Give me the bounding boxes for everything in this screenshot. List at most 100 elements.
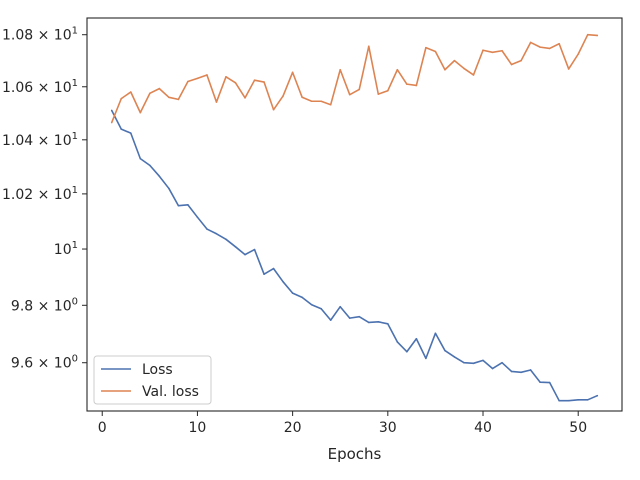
data-point (301, 96, 303, 99)
data-point (158, 175, 161, 177)
data-point (310, 303, 313, 306)
data-point (453, 356, 456, 358)
data-point (586, 399, 589, 401)
axis-ticks: 0 10 20 30 40 50 9.6 × 100 9.8 × 100 101 1.02 × 1… (2, 26, 587, 436)
data-point (491, 367, 494, 370)
data-point (548, 47, 551, 50)
data-point (272, 108, 275, 111)
y-tick-label: 101 (54, 240, 78, 258)
data-point (348, 93, 351, 96)
legend-label-loss: Loss (142, 362, 173, 378)
data-point (301, 296, 303, 299)
data-point (253, 79, 256, 82)
x-tick-label: 30 (379, 420, 397, 436)
series-line-val-loss (110, 33, 599, 124)
data-point (129, 132, 132, 134)
legend-label-val-loss: Val. loss (142, 384, 199, 400)
data-point (577, 399, 580, 401)
y-tick-label: 1.06 × 101 (2, 78, 78, 96)
x-tick-label: 0 (98, 420, 107, 436)
data-point (539, 381, 541, 384)
data-point (406, 83, 408, 85)
data-point (282, 95, 284, 97)
data-point (158, 87, 161, 90)
x-tick-label: 20 (284, 420, 302, 436)
data-point (120, 128, 123, 130)
data-point (434, 332, 437, 335)
data-point (367, 45, 370, 48)
data-point (339, 68, 342, 71)
data-point (225, 76, 227, 78)
data-point (520, 59, 522, 62)
data-point (310, 100, 313, 103)
data-point (453, 59, 456, 62)
data-point (149, 92, 151, 95)
data-point (472, 74, 475, 76)
data-point (215, 232, 218, 235)
data-point (168, 96, 170, 99)
data-point (577, 53, 580, 55)
data-point (139, 111, 142, 114)
data-point (225, 238, 227, 241)
data-point (282, 281, 284, 283)
data-point (444, 68, 446, 71)
data-point (244, 97, 246, 99)
data-point (387, 89, 389, 92)
data-point (129, 91, 132, 93)
y-tick-label: 1.02 × 101 (2, 185, 78, 203)
legend-box (93, 355, 212, 405)
data-point (253, 248, 256, 251)
data-point (196, 216, 199, 218)
data-point (187, 204, 189, 206)
y-tick-label: 1.04 × 101 (2, 131, 78, 149)
data-point (548, 381, 551, 384)
data-point (358, 88, 361, 91)
data-point (329, 319, 332, 321)
data-point (110, 121, 113, 124)
data-point (463, 67, 465, 70)
data-point (320, 307, 322, 310)
data-point (415, 337, 418, 340)
data-point (510, 370, 513, 373)
data-point (196, 77, 199, 80)
data-lines (110, 33, 599, 402)
data-point (558, 42, 560, 45)
data-point (425, 46, 427, 49)
y-tick-label: 9.8 × 100 (11, 296, 78, 314)
data-point (491, 51, 494, 54)
data-point (177, 204, 180, 207)
data-point (539, 46, 541, 48)
data-point (120, 97, 123, 100)
x-tick-label: 50 (569, 420, 587, 436)
legend: Loss Val. loss (93, 355, 212, 405)
data-point (206, 74, 208, 76)
data-point (339, 305, 342, 308)
data-point (567, 399, 570, 402)
data-point (187, 80, 189, 83)
x-axis-label: Epochs (328, 445, 382, 463)
y-tick-label: 9.6 × 100 (11, 354, 78, 372)
series-line-loss (110, 109, 599, 402)
data-point (482, 49, 484, 52)
data-point (377, 321, 380, 323)
data-point (234, 246, 237, 248)
data-point (501, 49, 503, 52)
data-point (444, 349, 446, 352)
data-point (367, 321, 370, 324)
data-point (139, 157, 142, 160)
y-tick-label: 1.08 × 101 (2, 26, 78, 44)
data-point (387, 323, 389, 325)
data-point (263, 273, 265, 276)
data-point (463, 361, 465, 364)
data-point (348, 317, 351, 319)
data-point (234, 82, 237, 84)
data-point (482, 359, 484, 362)
data-point (168, 187, 170, 190)
data-point (377, 93, 380, 95)
data-point (501, 361, 503, 364)
data-point (558, 399, 560, 402)
data-point (425, 357, 427, 360)
data-point (329, 103, 332, 106)
data-point (529, 41, 532, 44)
data-point (320, 100, 322, 103)
